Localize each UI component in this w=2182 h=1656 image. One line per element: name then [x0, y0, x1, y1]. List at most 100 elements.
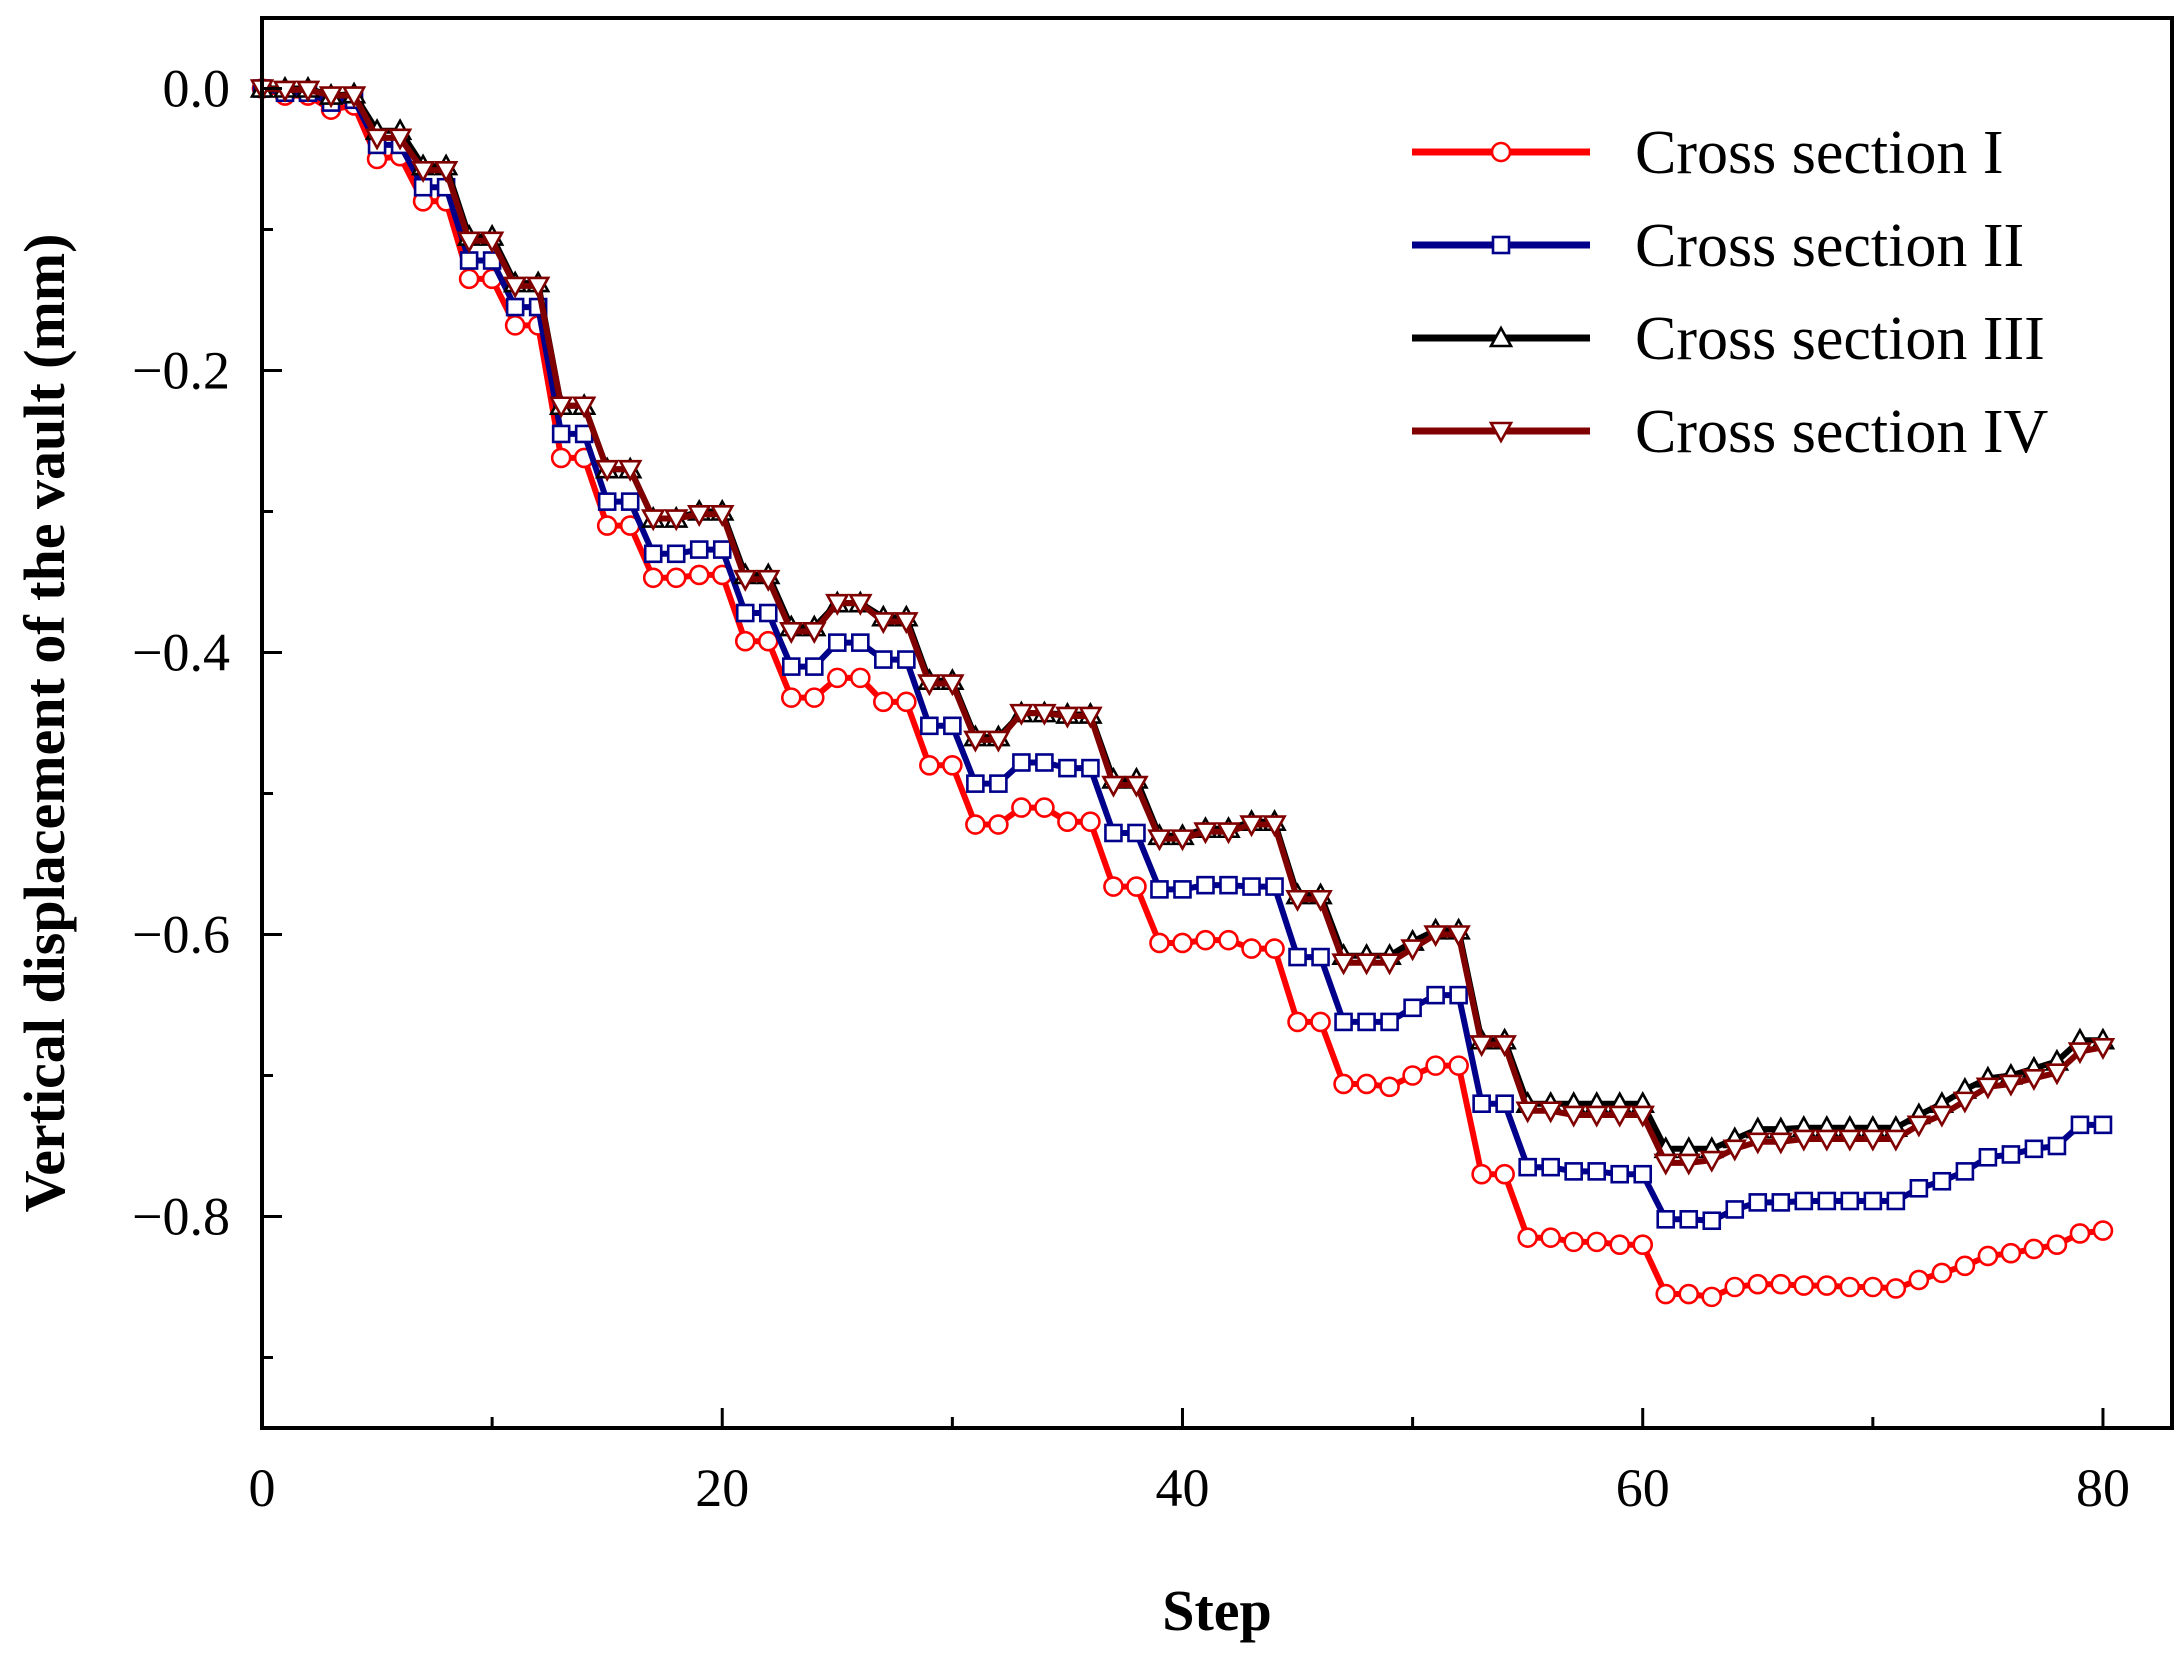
- data-point: [1331, 953, 1356, 976]
- data-point: [1632, 1234, 1654, 1255]
- data-point: [2067, 1042, 2093, 1065]
- data-point: [1748, 1193, 1768, 1212]
- data-point: [1449, 985, 1468, 1005]
- data-point: [1448, 1055, 1469, 1076]
- data-point: [666, 544, 686, 564]
- data-point: [1402, 1065, 1423, 1086]
- data-point: [505, 297, 525, 317]
- data-point: [1265, 877, 1284, 896]
- data-point: [1379, 1076, 1400, 1098]
- data-point: [1333, 1073, 1354, 1095]
- data-point: [1839, 1276, 1861, 1298]
- data-point: [1241, 938, 1262, 959]
- data-point: [2023, 1238, 2045, 1260]
- data-point: [2090, 1038, 2116, 1060]
- data-point: [1034, 797, 1055, 818]
- data-point: [963, 730, 988, 753]
- data-point: [825, 593, 850, 616]
- data-point: [1862, 1276, 1884, 1298]
- data-point: [827, 667, 848, 689]
- legend-entry-2: Cross section II: [1412, 212, 2024, 280]
- data-point: [1702, 1211, 1722, 1231]
- y-tick-label: −0.4: [132, 623, 230, 683]
- data-point: [966, 774, 985, 793]
- data-point: [1745, 1132, 1770, 1155]
- data-point: [894, 612, 919, 635]
- data-point: [550, 447, 572, 469]
- data-point: [687, 505, 712, 527]
- data-point: [851, 633, 870, 652]
- data-point: [1929, 1105, 1955, 1128]
- data-point: [1563, 1231, 1584, 1253]
- data-point: [1078, 706, 1103, 729]
- data-point: [2021, 1069, 2047, 1091]
- data-point: [642, 567, 664, 589]
- data-point: [1356, 1073, 1377, 1095]
- data-point: [896, 691, 917, 713]
- data-point: [919, 754, 940, 776]
- legend-label: Cross section I: [1635, 119, 2004, 187]
- data-point: [1561, 1105, 1586, 1128]
- data-point: [1538, 1101, 1563, 1124]
- data-point: [780, 687, 802, 708]
- data-point: [548, 396, 574, 419]
- data-point: [2000, 1242, 2022, 1264]
- data-point: [1656, 1210, 1676, 1229]
- data-point: [1860, 1129, 1886, 1152]
- data-point: [1655, 1283, 1677, 1305]
- data-point: [1495, 1094, 1514, 1113]
- axis-ticks: 0 20 40 60 80 0.0 −0.2 −0.4 −0.6 −0.8: [132, 59, 2130, 1519]
- data-point: [1883, 1129, 1909, 1152]
- data-point: [2070, 1115, 2090, 1135]
- data-point: [1400, 939, 1425, 962]
- data-point: [525, 276, 551, 299]
- x-tick-label: 80: [2076, 1458, 2130, 1518]
- data-point: [1403, 998, 1422, 1018]
- data-point: [1357, 1012, 1376, 1032]
- data-point: [2001, 1145, 2021, 1164]
- data-point: [1472, 1094, 1491, 1113]
- data-point: [1195, 929, 1216, 951]
- data-point: [1196, 875, 1215, 895]
- data-point: [1679, 1210, 1699, 1229]
- data-point: [1219, 875, 1238, 895]
- y-tick-label: −0.6: [132, 905, 230, 965]
- data-point: [664, 509, 689, 532]
- data-point: [1103, 876, 1124, 897]
- x-tick-label: 60: [1616, 1458, 1670, 1518]
- data-point: [986, 730, 1011, 753]
- data-point: [479, 231, 505, 254]
- data-point: [1768, 1132, 1794, 1155]
- data-point: [1770, 1273, 1792, 1295]
- series-layer: [249, 75, 2116, 1308]
- data-point: [2092, 1220, 2114, 1241]
- data-point: [1242, 877, 1261, 896]
- data-point: [1308, 889, 1333, 912]
- data-point: [1817, 1191, 1837, 1211]
- legend-label: Cross section II: [1635, 212, 2024, 280]
- data-point: [1239, 815, 1264, 838]
- data-point: [1584, 1105, 1609, 1128]
- data-point: [1334, 1012, 1353, 1032]
- data-point: [1285, 889, 1310, 912]
- data-point: [1218, 929, 1239, 951]
- data-point: [1517, 1227, 1538, 1248]
- data-point: [1055, 706, 1080, 729]
- data-point: [1426, 985, 1445, 1005]
- data-point: [1380, 1012, 1399, 1032]
- data-point: [2024, 1139, 2044, 1159]
- data-point: [341, 86, 367, 109]
- data-point: [850, 667, 871, 689]
- data-point: [1586, 1231, 1607, 1253]
- data-point: [1149, 932, 1170, 954]
- data-point: [920, 716, 939, 736]
- data-point: [1909, 1179, 1929, 1198]
- data-point: [1147, 829, 1172, 852]
- data-point: [1518, 1157, 1537, 1177]
- data-point: [1724, 1276, 1746, 1298]
- data-point: [1952, 1091, 1978, 1114]
- data-point: [1471, 1163, 1492, 1185]
- data-point: [2047, 1136, 2067, 1156]
- data-point: [1173, 880, 1192, 899]
- data-point: [734, 630, 756, 652]
